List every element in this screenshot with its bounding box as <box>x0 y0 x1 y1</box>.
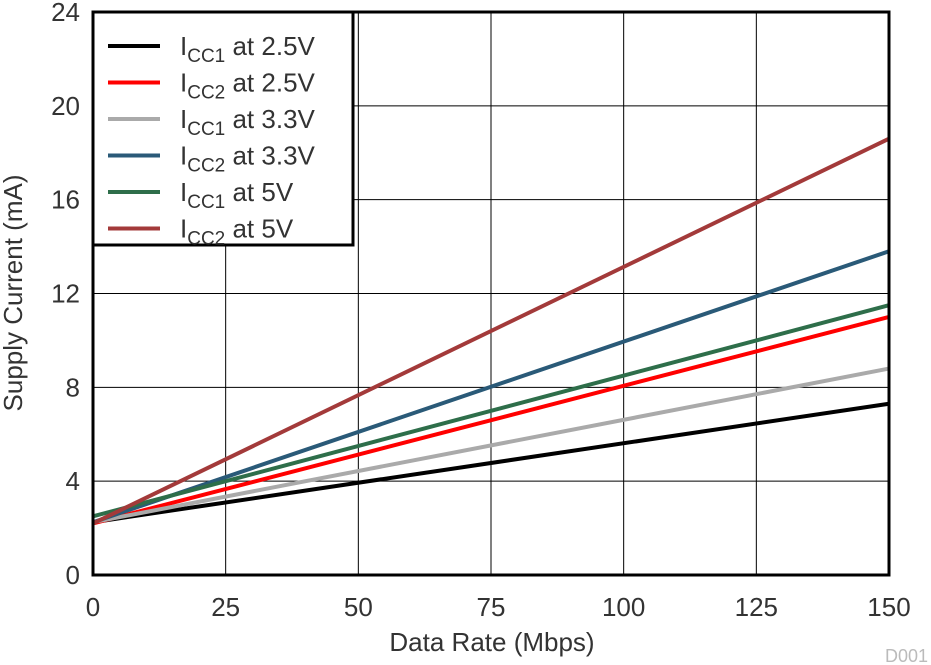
legend-label-base: I <box>180 141 187 171</box>
legend-entry: ICC2 at 2.5V <box>180 68 316 104</box>
legend-label-rest: at 3.3V <box>225 141 315 171</box>
legend-label-rest: at 2.5V <box>225 68 315 98</box>
x-tick-label: 100 <box>602 592 645 622</box>
legend-label-rest: at 3.3V <box>225 104 315 134</box>
legend-label-sub: CC2 <box>187 83 225 104</box>
x-tick-label: 75 <box>477 592 506 622</box>
series-line-3 <box>92 249 890 525</box>
legend-label-sub: CC2 <box>187 229 225 250</box>
legend-label-rest: at 5V <box>225 177 294 207</box>
y-axis-label: Supply Current (mA) <box>0 175 28 412</box>
legend-label-base: I <box>180 177 187 207</box>
series-line-5 <box>92 136 890 526</box>
plot-frame <box>91 10 891 577</box>
x-tick-label: 125 <box>735 592 778 622</box>
legend-label-base: I <box>180 68 187 98</box>
y-tick-label: 4 <box>66 466 80 496</box>
legend-entry: ICC1 at 3.3V <box>180 104 316 140</box>
x-tick-label: 50 <box>344 592 373 622</box>
y-tick-label: 0 <box>66 560 80 590</box>
legend-entry: ICC2 at 5V <box>180 214 294 250</box>
y-tick-label: 16 <box>51 185 80 215</box>
legend-box <box>91 10 355 247</box>
legend-label-sub: CC1 <box>187 192 225 213</box>
legend-label-sub: CC1 <box>187 119 225 140</box>
series-line-1 <box>92 315 890 526</box>
legend-label-rest: at 2.5V <box>225 31 315 61</box>
series-line-2 <box>92 366 890 525</box>
y-tick-label: 8 <box>66 372 80 402</box>
series-line-0 <box>92 401 890 525</box>
legend-entry: ICC1 at 5V <box>180 177 294 213</box>
legend-label-base: I <box>180 31 187 61</box>
legend-label-base: I <box>180 214 187 244</box>
x-tick-label: 0 <box>86 592 100 622</box>
legend-entry: ICC2 at 3.3V <box>180 141 316 177</box>
series-lines <box>92 136 890 526</box>
legend-label-sub: CC2 <box>187 156 225 177</box>
y-tick-label: 20 <box>51 91 80 121</box>
figure-id: D001 <box>885 646 928 665</box>
legend-label-sub: CC1 <box>187 46 225 67</box>
tick-labels: 0 25 50 75 100 125 150 0 4 8 12 16 20 24 <box>51 0 911 622</box>
legend-entry: ICC1 at 2.5V <box>180 31 316 67</box>
legend-label-base: I <box>180 104 187 134</box>
series-line-4 <box>92 303 890 519</box>
x-tick-label: 25 <box>211 592 240 622</box>
x-tick-label: 150 <box>867 592 910 622</box>
y-tick-label: 24 <box>51 0 80 27</box>
x-axis-label: Data Rate (Mbps) <box>389 627 594 657</box>
legend-label-rest: at 5V <box>225 214 294 244</box>
y-tick-label: 12 <box>51 279 80 309</box>
